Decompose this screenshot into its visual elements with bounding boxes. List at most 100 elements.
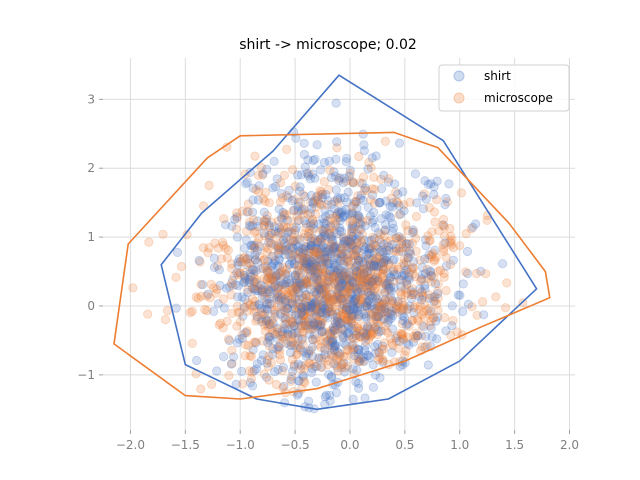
data-point-shirt bbox=[242, 207, 252, 217]
data-point-microscope bbox=[333, 282, 343, 293]
data-point-shirt bbox=[383, 278, 393, 288]
data-point-shirt bbox=[307, 301, 317, 311]
data-point-microscope bbox=[348, 332, 358, 342]
data-point-microscope bbox=[391, 233, 402, 243]
data-point-shirt bbox=[313, 282, 323, 292]
data-point-microscope bbox=[264, 351, 274, 361]
data-point-microscope bbox=[264, 375, 274, 385]
data-point-microscope bbox=[354, 246, 364, 256]
data-point-microscope bbox=[304, 358, 314, 368]
data-point-microscope bbox=[297, 291, 307, 301]
data-point-shirt bbox=[332, 309, 342, 319]
data-point-shirt bbox=[329, 345, 339, 355]
data-point-microscope bbox=[322, 276, 332, 286]
data-point-microscope bbox=[348, 178, 358, 188]
data-point-microscope bbox=[322, 216, 332, 226]
data-point-shirt bbox=[347, 223, 357, 234]
data-point-microscope bbox=[339, 256, 349, 266]
data-point-microscope bbox=[351, 197, 361, 207]
data-point-shirt bbox=[340, 236, 350, 246]
y-tick-label: 3 bbox=[87, 92, 95, 106]
data-point-microscope bbox=[302, 311, 312, 322]
data-point-shirt bbox=[253, 222, 263, 232]
data-point-microscope bbox=[351, 272, 361, 283]
data-point-shirt bbox=[298, 370, 308, 380]
data-point-shirt bbox=[310, 242, 321, 252]
data-point-shirt bbox=[420, 268, 430, 279]
data-point-microscope bbox=[254, 187, 264, 197]
data-point-shirt bbox=[321, 390, 332, 400]
data-point-microscope bbox=[260, 309, 270, 319]
data-point-shirt bbox=[264, 332, 275, 342]
data-point-microscope bbox=[380, 279, 391, 289]
data-point-shirt bbox=[418, 204, 428, 214]
data-point-microscope bbox=[428, 313, 438, 323]
data-point-shirt bbox=[369, 234, 379, 244]
data-point-shirt bbox=[433, 288, 443, 299]
data-point-shirt bbox=[379, 254, 390, 264]
data-point-shirt bbox=[262, 164, 272, 174]
data-point-shirt bbox=[378, 357, 388, 367]
data-point-shirt bbox=[328, 235, 338, 245]
data-point-microscope bbox=[294, 215, 304, 225]
data-point-microscope bbox=[426, 270, 436, 280]
data-point-microscope bbox=[299, 229, 310, 239]
data-point-shirt bbox=[441, 193, 451, 204]
data-point-microscope bbox=[378, 356, 388, 366]
data-point-microscope bbox=[364, 329, 374, 339]
data-point-microscope bbox=[353, 253, 364, 263]
data-point-microscope bbox=[398, 329, 408, 339]
data-point-microscope bbox=[300, 242, 310, 252]
data-point-shirt bbox=[257, 285, 267, 295]
data-point-shirt bbox=[268, 258, 279, 268]
data-point-shirt bbox=[363, 266, 373, 276]
data-point-shirt bbox=[324, 303, 334, 314]
data-point-microscope bbox=[330, 242, 340, 253]
data-point-microscope bbox=[312, 202, 322, 212]
data-point-microscope bbox=[416, 331, 426, 341]
data-point-microscope bbox=[346, 250, 356, 261]
data-point-microscope bbox=[306, 324, 316, 334]
data-point-microscope bbox=[317, 236, 327, 246]
data-point-microscope bbox=[395, 275, 406, 285]
data-point-shirt bbox=[281, 245, 291, 255]
data-point-microscope bbox=[327, 348, 337, 358]
data-point-microscope bbox=[348, 242, 358, 252]
data-point-microscope bbox=[287, 371, 297, 381]
data-point-microscope bbox=[353, 296, 363, 306]
data-point-shirt bbox=[327, 199, 337, 209]
data-point-microscope bbox=[314, 282, 324, 292]
data-point-microscope bbox=[369, 198, 380, 208]
data-point-shirt bbox=[364, 279, 374, 290]
data-point-shirt bbox=[283, 328, 293, 339]
data-point-shirt bbox=[346, 243, 356, 253]
data-point-microscope bbox=[212, 284, 222, 294]
data-point-shirt bbox=[385, 291, 395, 302]
data-point-microscope bbox=[304, 291, 314, 301]
data-point-microscope bbox=[286, 376, 296, 386]
data-point-microscope bbox=[355, 178, 365, 188]
data-point-microscope bbox=[359, 273, 369, 284]
data-point-shirt bbox=[296, 170, 306, 180]
data-point-microscope bbox=[377, 315, 387, 325]
data-point-shirt bbox=[360, 345, 370, 356]
data-point-shirt bbox=[256, 286, 267, 296]
data-point-shirt bbox=[374, 298, 384, 308]
data-point-shirt bbox=[349, 224, 359, 234]
data-point-microscope bbox=[377, 284, 387, 294]
data-point-shirt bbox=[334, 176, 344, 186]
data-point-shirt bbox=[440, 238, 450, 248]
data-point-shirt bbox=[404, 301, 415, 311]
data-point-shirt bbox=[347, 219, 358, 229]
data-point-shirt bbox=[281, 277, 292, 288]
data-point-shirt bbox=[327, 309, 337, 319]
data-point-shirt bbox=[365, 259, 375, 269]
data-point-microscope bbox=[320, 267, 331, 277]
data-point-shirt bbox=[283, 275, 293, 285]
data-point-shirt bbox=[314, 284, 324, 294]
data-point-microscope bbox=[341, 314, 351, 324]
data-point-microscope bbox=[292, 280, 302, 290]
data-point-microscope bbox=[323, 282, 333, 292]
data-point-microscope bbox=[288, 320, 299, 330]
data-point-shirt bbox=[329, 358, 339, 369]
